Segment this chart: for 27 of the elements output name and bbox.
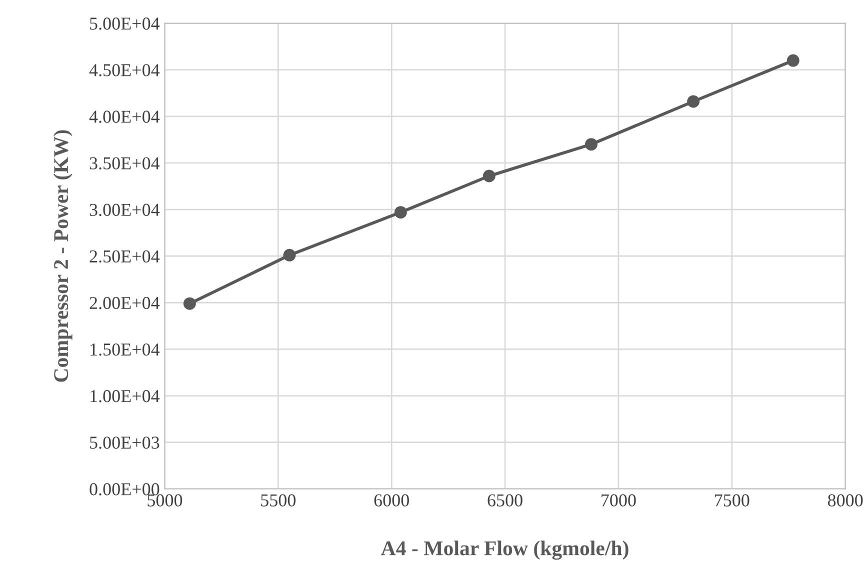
y-tick-label: 5.00E+03 xyxy=(90,436,160,449)
point xyxy=(482,170,496,182)
x-tick-label: 8000 xyxy=(828,494,863,506)
y-tick-label: 4.50E+04 xyxy=(89,64,160,76)
point xyxy=(394,206,407,219)
y-tick-label: 0.00E+00 xyxy=(90,483,160,496)
point xyxy=(687,95,700,108)
x-tick-label: 5000 xyxy=(148,494,182,506)
y-tick-label: 1.50E+04 xyxy=(90,343,160,356)
y-tick-label: 1.00E+04 xyxy=(90,390,160,402)
y-tick-label: 3.00E+04 xyxy=(90,204,160,216)
point xyxy=(584,138,598,151)
point xyxy=(183,297,196,310)
x-tick-label: 5500 xyxy=(261,494,296,506)
x-axis-title: A4 - Molar Flow (kgmole/h) xyxy=(381,540,628,560)
y-axis-title: Compressor 2 - Power (KW) xyxy=(53,130,72,382)
point xyxy=(786,54,800,67)
x-tick-label: 6500 xyxy=(488,494,522,506)
y-tick-label: 2.00E+04 xyxy=(90,296,160,310)
y-tick-label: 4.00E+04 xyxy=(89,110,160,123)
x-tick-label: 7000 xyxy=(602,494,636,506)
x-tick-label: 7500 xyxy=(715,494,750,506)
y-tick-label: 5.00E+04 xyxy=(90,18,160,30)
y-tick-label: 2.50E+04 xyxy=(90,250,160,263)
y-tick-label: 3.50E+04 xyxy=(90,157,160,170)
point xyxy=(283,248,296,262)
x-tick-label: 6000 xyxy=(374,494,409,506)
